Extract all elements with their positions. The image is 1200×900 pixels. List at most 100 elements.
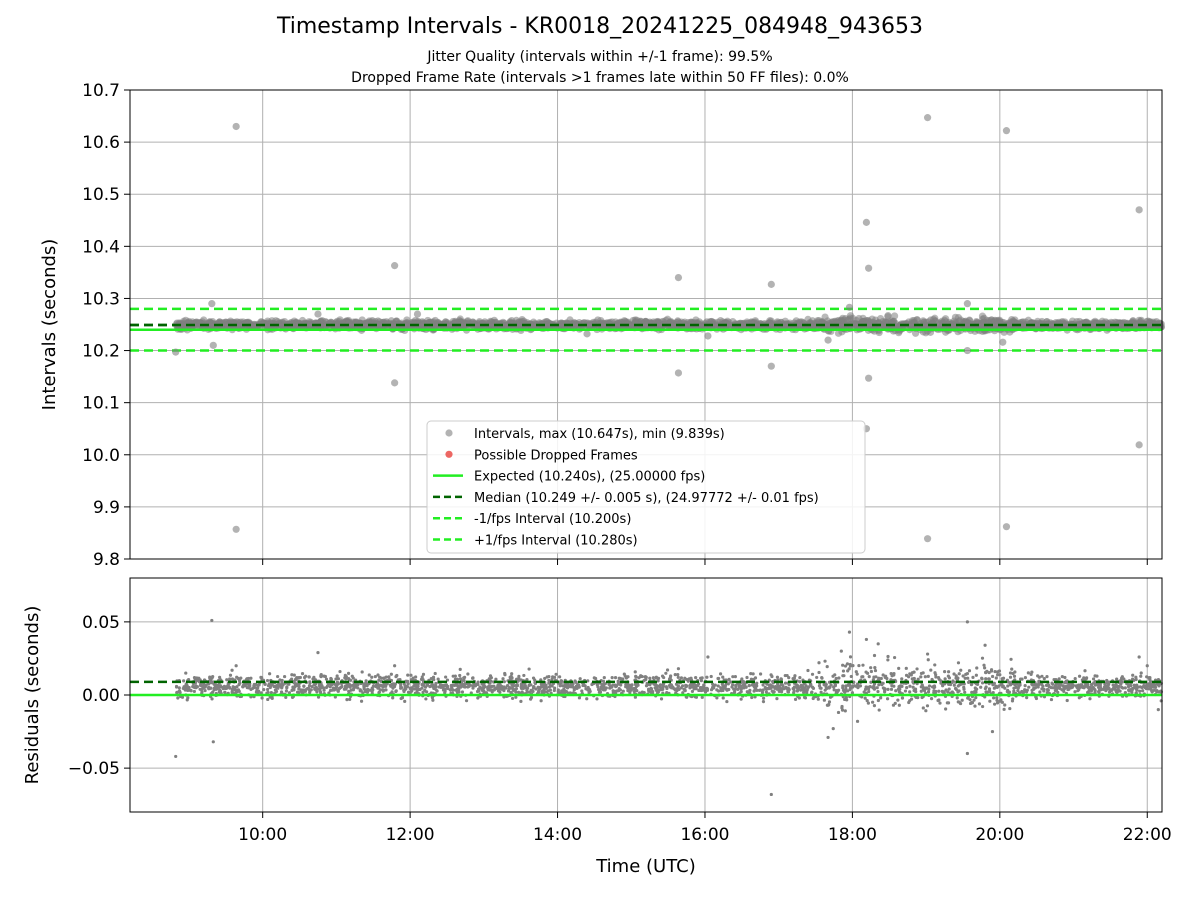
residual-point (861, 663, 865, 667)
residual-point (443, 683, 447, 687)
residual-point (926, 674, 930, 678)
residual-point (946, 674, 950, 678)
residual-point (783, 681, 788, 685)
residual-point (568, 685, 572, 689)
residual-point (186, 677, 191, 682)
residual-point (642, 691, 646, 695)
residual-point (395, 673, 399, 678)
residual-point (857, 663, 861, 668)
residual-point (912, 677, 916, 681)
residual-point (239, 676, 243, 680)
interval-point (570, 321, 578, 330)
residual-point (556, 688, 560, 692)
residual-point (867, 675, 871, 679)
interval-point (978, 312, 987, 320)
residual-point (554, 672, 558, 676)
interval-point (740, 320, 748, 328)
residual-point (908, 672, 912, 676)
residual-point (317, 683, 321, 688)
residual-point (608, 686, 612, 690)
residual-point (420, 686, 424, 690)
residual-point (1027, 685, 1031, 689)
residual-point (715, 696, 719, 700)
legend-dropped-frames-marker (445, 450, 453, 458)
residual-point (725, 699, 729, 704)
residual-point (379, 676, 384, 680)
residual-point (292, 673, 296, 677)
residual-point (674, 682, 679, 686)
residual-point (826, 703, 830, 707)
interval-outlier-point (767, 362, 775, 370)
residual-point (431, 698, 435, 702)
residual-point (881, 686, 885, 690)
residual-point (1008, 675, 1013, 679)
residual-point (792, 686, 796, 690)
residual-point (921, 706, 925, 710)
interval-outlier-point (674, 369, 683, 377)
residual-point (873, 668, 878, 673)
residual-point (376, 673, 380, 677)
residual-point (828, 685, 832, 689)
residual-point (623, 674, 627, 678)
residual-point (488, 681, 492, 685)
residual-point (820, 676, 824, 680)
residual-point (225, 678, 229, 682)
residual-point (875, 686, 879, 690)
residual-point (893, 655, 897, 660)
residual-point (284, 695, 288, 699)
residual-point (525, 677, 529, 682)
residual-point (848, 655, 853, 659)
residual-point (940, 689, 944, 693)
residual-point (866, 671, 870, 675)
residual-point (1141, 689, 1145, 693)
residual-point (995, 698, 999, 702)
residual-point (464, 699, 469, 703)
residual-point (770, 674, 774, 679)
residual-point (377, 690, 381, 695)
interval-outlier-point (704, 332, 712, 340)
residual-point (600, 687, 604, 691)
residual-point (993, 702, 997, 706)
residual-point (1057, 677, 1061, 681)
residual-point (482, 689, 486, 693)
residual-point (676, 675, 680, 679)
residual-point (1091, 685, 1095, 690)
residual-point (656, 676, 661, 680)
residual-point (903, 689, 908, 693)
residual-point (334, 677, 338, 681)
residual-point (719, 686, 723, 690)
residual-point (192, 689, 196, 694)
residual-point (510, 672, 514, 676)
residual-point (1006, 688, 1010, 692)
residual-point (732, 687, 736, 691)
residual-point (825, 665, 829, 669)
residual-point (403, 699, 407, 704)
residual-point (885, 697, 890, 701)
residual-point (577, 696, 582, 700)
residual-point (1077, 686, 1081, 690)
residual-point (1093, 690, 1097, 695)
residual-point (218, 684, 223, 688)
residual-point (1001, 676, 1006, 680)
residual-point (973, 704, 977, 708)
residual-point (1014, 685, 1018, 689)
residual-point (424, 697, 428, 701)
residual-point (1074, 684, 1079, 688)
residual-point (270, 696, 274, 700)
residual-point (881, 673, 885, 677)
residual-point (911, 685, 915, 689)
residual-point (974, 696, 978, 700)
residual-point (979, 685, 983, 689)
interval-point (955, 317, 963, 325)
residual-point (184, 671, 188, 675)
residual-point (665, 668, 670, 672)
residual-point (876, 698, 880, 703)
residual-point (685, 695, 689, 699)
residual-point (845, 698, 849, 702)
residual-point (598, 690, 602, 694)
residual-point (952, 672, 956, 676)
residual-point (1009, 657, 1013, 661)
residual-point (761, 688, 765, 692)
residual-point (298, 675, 302, 680)
residual-point (649, 686, 653, 690)
